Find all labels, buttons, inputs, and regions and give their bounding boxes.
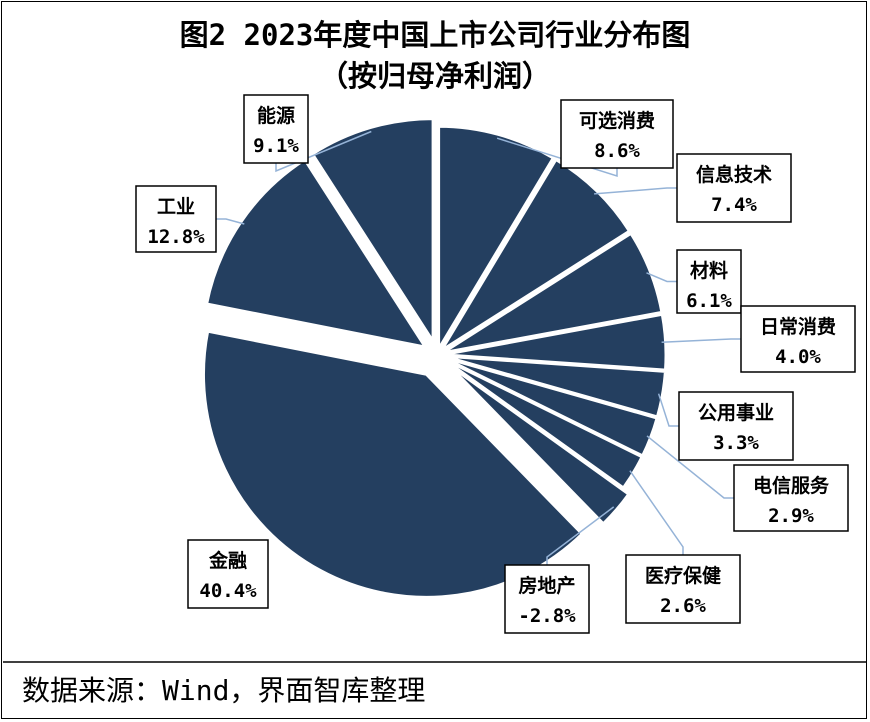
source-note: 数据来源：Wind，界面智库整理 <box>22 674 425 707</box>
chart-subtitle: （按归母净利润） <box>319 59 551 93</box>
slice-label-value: 2.6% <box>660 595 706 617</box>
leader-line-2 <box>594 187 677 195</box>
pie-slice-2 <box>439 158 631 353</box>
slice-label-name: 工业 <box>157 196 195 218</box>
slice-label-name: 公用事业 <box>698 401 774 424</box>
pie-slice-1 <box>437 124 555 351</box>
slice-label-name: 材料 <box>690 259 728 282</box>
leader-line-7 <box>629 470 684 555</box>
slice-label-box-9 <box>187 539 269 609</box>
slice-label-value: 8.6% <box>594 140 640 162</box>
pie-slice-3 <box>441 231 664 355</box>
slice-label-box-2 <box>676 153 792 223</box>
slice-label-name: 能源 <box>257 104 295 127</box>
slice-label-box-5 <box>678 391 794 461</box>
slice-label-box-4 <box>740 305 856 373</box>
slice-label-value: -2.8% <box>518 605 576 627</box>
pie-slice-11 <box>310 117 435 344</box>
slice-label-name: 房地产 <box>518 574 575 597</box>
leader-line-3 <box>646 272 677 283</box>
leader-line-8 <box>546 506 615 565</box>
chart-title: 图2 2023年度中国上市公司行业分布图 <box>180 18 691 52</box>
slice-label-box-8 <box>504 564 590 634</box>
slice-label-value: 9.1% <box>253 135 299 157</box>
slice-label-value: 3.3% <box>713 432 759 454</box>
slice-label-value: 6.1% <box>686 290 732 312</box>
slice-label-name: 电信服务 <box>753 474 830 497</box>
slice-label-name: 金融 <box>208 549 247 572</box>
slice-label-box-6 <box>733 464 849 532</box>
slice-label-name: 信息技术 <box>696 163 772 186</box>
leader-line-1 <box>496 137 618 178</box>
slice-label-name: 医疗保健 <box>645 564 721 587</box>
slice-label-box-3 <box>676 249 742 314</box>
leader-line-10 <box>216 218 245 225</box>
slice-label-name: 可选消费 <box>579 109 655 132</box>
slice-label-value: 12.8% <box>147 226 205 248</box>
leader-line-4 <box>661 338 741 344</box>
pie-slice-10 <box>205 158 427 349</box>
leader-line-6 <box>646 435 734 499</box>
leader-line-11 <box>275 130 372 173</box>
slice-label-box-1 <box>560 99 674 169</box>
slice-label-box-10 <box>135 185 217 253</box>
slice-label-value: 4.0% <box>775 346 821 368</box>
slice-label-value: 7.4% <box>711 194 757 216</box>
slice-label-name: 日常消费 <box>760 315 836 338</box>
pie-slice-7 <box>440 356 644 490</box>
pie-slice-8 <box>446 362 631 526</box>
slice-label-value: 2.9% <box>768 505 814 527</box>
slice-label-box-11 <box>243 94 309 164</box>
slice-label-box-7 <box>625 554 741 624</box>
leader-line-5 <box>657 393 679 427</box>
slice-label-value: 40.4% <box>199 580 257 602</box>
